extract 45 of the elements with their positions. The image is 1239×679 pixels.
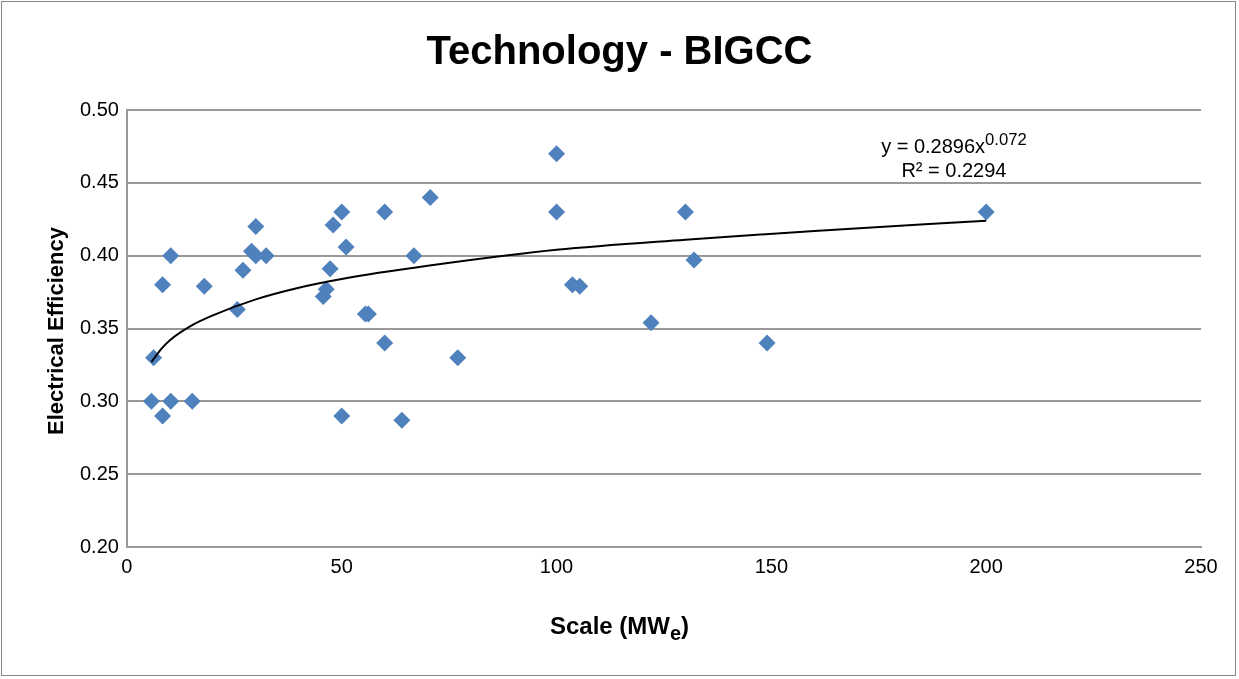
x-tick-label: 0 [121, 554, 133, 577]
point [405, 247, 423, 265]
point [642, 314, 660, 332]
point [449, 349, 467, 367]
point [234, 261, 252, 279]
point [162, 392, 180, 410]
point [376, 334, 394, 352]
point [337, 238, 355, 256]
point [183, 392, 201, 410]
point [977, 203, 995, 221]
y-tick-label: 0.40 [79, 243, 119, 266]
point [548, 203, 566, 221]
point [333, 203, 351, 221]
x-tick-label: 200 [969, 554, 1003, 577]
x-tick-label: 100 [539, 554, 574, 577]
point [195, 277, 213, 295]
y-tick-label: 0.20 [79, 534, 119, 557]
y-tick-label: 0.30 [79, 388, 119, 411]
point [421, 188, 439, 206]
chart-title: Technology - BIGCC [425, 28, 814, 73]
point [548, 145, 566, 163]
y-tick-label: 0.45 [79, 170, 119, 193]
y-tick-label: 0.25 [79, 461, 119, 484]
x-axis-title: Scale (MW$_{e}$) [548, 612, 691, 645]
point [142, 392, 160, 410]
point [324, 216, 342, 234]
x-tick-label: 250 [1184, 554, 1218, 577]
point [333, 407, 351, 425]
point [247, 218, 265, 236]
point [162, 247, 180, 265]
point [393, 411, 411, 429]
point [154, 407, 172, 425]
annotation: y = 0.2896x$^{0.072}$ [881, 130, 1027, 158]
point [154, 276, 172, 294]
annotation: R² = 0.2294 [901, 159, 1007, 182]
y-axis-title: Electrical Efficiency [43, 227, 69, 435]
x-tick-label: 150 [754, 554, 789, 577]
point [685, 251, 703, 269]
point [758, 334, 776, 352]
point [676, 203, 694, 221]
point [376, 203, 394, 221]
y-tick-label: 0.35 [79, 316, 119, 339]
y-tick-label: 0.50 [79, 97, 119, 120]
point [321, 260, 339, 278]
x-tick-label: 50 [330, 554, 353, 577]
